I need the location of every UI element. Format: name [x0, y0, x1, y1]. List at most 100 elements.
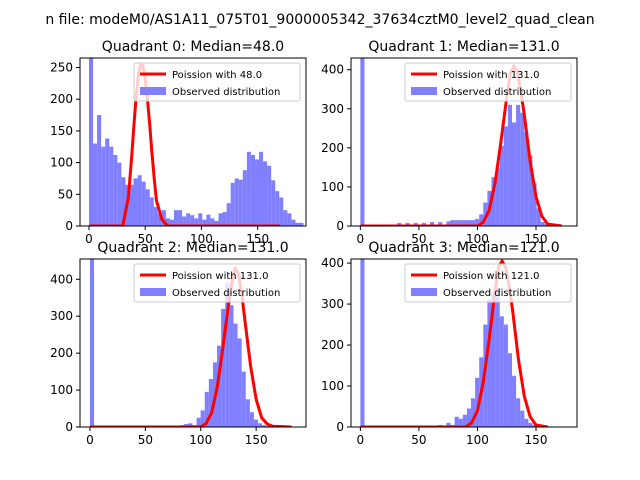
histogram-bar	[413, 222, 418, 226]
histogram-bar	[262, 425, 267, 427]
y-tick-label: 100	[50, 383, 73, 397]
histogram-bar	[279, 197, 284, 226]
histogram-bar	[462, 220, 467, 226]
histogram-bar	[421, 222, 426, 226]
y-tick-label: 0	[336, 420, 344, 434]
legend-label-observed: Observed distribution	[172, 87, 280, 98]
x-tick-label: 50	[411, 232, 426, 246]
histogram-bar	[233, 323, 238, 427]
subplot-title: Quadrant 3: Median=121.0	[368, 240, 559, 256]
y-tick-label: 0	[65, 420, 73, 434]
histogram-bar	[507, 353, 513, 427]
histogram-bar	[503, 324, 508, 427]
histogram-bar	[202, 219, 207, 226]
histogram-bar	[516, 104, 521, 226]
y-tick-label: 300	[50, 309, 73, 323]
y-tick-label: 200	[50, 346, 73, 360]
histogram-bar	[196, 417, 201, 427]
histogram-bar	[194, 218, 199, 226]
x-tick-label: 50	[138, 232, 153, 246]
histogram-bar	[503, 126, 508, 226]
legend-label-observed: Observed distribution	[172, 288, 280, 299]
legend-patch-swatch	[411, 87, 437, 95]
legend-frame	[133, 263, 301, 303]
histogram-bar	[254, 159, 259, 226]
histogram-bar	[507, 104, 513, 226]
poisson-curve	[360, 259, 548, 427]
axes-frame	[350, 258, 578, 428]
histogram-bar	[491, 177, 496, 226]
x-tick-label: 150	[246, 232, 269, 246]
histogram-bar	[267, 165, 272, 226]
histogram-bar	[105, 138, 110, 226]
legend-label-poisson: Poission with 131.0	[172, 271, 268, 282]
histogram-bar	[145, 189, 150, 226]
histogram-bar	[101, 146, 106, 226]
plot-area	[360, 259, 549, 427]
histogram-bar	[245, 399, 250, 427]
histogram-bar	[237, 338, 242, 427]
histogram-bar	[291, 219, 296, 226]
histogram-bar	[266, 425, 271, 427]
histogram-bar	[178, 210, 183, 226]
histogram-bar	[117, 162, 122, 226]
histogram-bar	[446, 221, 451, 226]
histogram-bar	[225, 283, 230, 427]
histogram-bar	[186, 213, 191, 226]
histogram-bar	[229, 305, 234, 427]
axes-frame	[79, 57, 307, 227]
histogram-bar	[93, 143, 98, 226]
histogram-bar	[137, 175, 142, 226]
histogram-bar	[524, 132, 529, 226]
histogram-bar	[89, 58, 94, 226]
histogram-bar	[458, 418, 463, 427]
histogram-bar	[491, 291, 496, 427]
histogram-bar	[458, 220, 463, 226]
subplot-quadrant-3: 0 50 100 150 0 100 200 300 400 Quadrant 3: Median…	[321, 240, 578, 447]
histogram-bar	[524, 418, 529, 427]
histogram-bar	[206, 214, 211, 226]
legend-patch-swatch	[411, 288, 437, 296]
histogram-bar	[438, 222, 443, 226]
y-tick-label: 200	[321, 141, 344, 155]
histogram-bar	[295, 222, 300, 226]
histogram-bar	[495, 167, 500, 226]
subplot-title: Quadrant 2: Median=131.0	[97, 240, 288, 256]
x-tick-label: 150	[245, 433, 268, 447]
histogram-bar	[495, 287, 500, 427]
legend-label-poisson: Poission with 131.0	[443, 70, 539, 81]
subplot-quadrant-0: 0 50 100 150 0 50 100 150 200 250 Quadrant 0: Medi…	[50, 39, 307, 246]
y-tick-label: 200	[50, 92, 73, 106]
histogram-bar	[283, 210, 288, 226]
histogram-bar	[397, 222, 402, 226]
figure-suptitle: n file: modeM0/AS1A11_075T01_9000005342_…	[45, 12, 594, 28]
x-tick-label: 150	[525, 433, 548, 447]
histogram-bar	[512, 122, 517, 226]
legend-label-poisson: Poission with 121.0	[443, 271, 539, 282]
histogram-bar	[475, 218, 480, 226]
histogram-bar	[109, 146, 114, 226]
legend: Poission with 131.0 Observed distribution	[404, 62, 572, 102]
x-tick-label: 0	[357, 232, 365, 246]
y-tick-label: 400	[50, 272, 73, 286]
x-tick-label: 50	[138, 433, 153, 447]
y-tick-label: 150	[50, 124, 73, 138]
histogram-bar	[446, 422, 451, 427]
histogram-bar	[430, 222, 435, 226]
y-tick-label: 200	[321, 338, 344, 352]
y-tick-label: 300	[321, 297, 344, 311]
histogram-bar	[157, 213, 162, 226]
histogram-bar	[190, 215, 195, 226]
histogram-bar	[275, 191, 280, 226]
histogram-bar	[217, 345, 222, 427]
histogram-bar	[454, 416, 459, 427]
legend: Poission with 121.0 Observed distribution	[404, 263, 572, 303]
histogram-bar	[540, 222, 545, 226]
histogram-bar	[230, 182, 235, 226]
histogram-bar	[174, 210, 179, 226]
histogram-bar	[466, 408, 472, 427]
y-tick-label: 300	[321, 102, 344, 116]
legend-frame	[133, 62, 301, 102]
histogram-bar	[520, 112, 525, 226]
